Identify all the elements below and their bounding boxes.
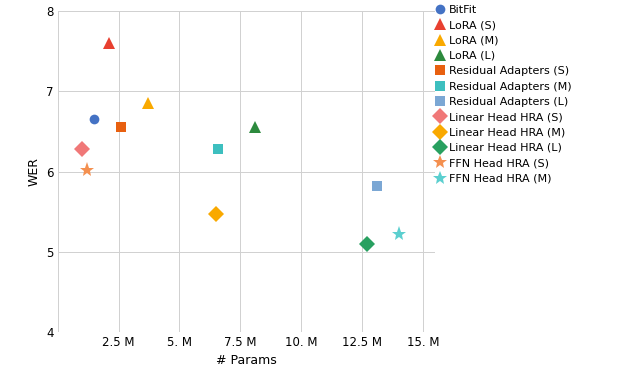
X-axis label: # Params: # Params (216, 354, 276, 368)
Legend: BitFit, LoRA (S), LoRA (M), LoRA (L), Residual Adapters (S), Residual Adapters (: BitFit, LoRA (S), LoRA (M), LoRA (L), Re… (435, 5, 571, 184)
Y-axis label: WER: WER (28, 157, 40, 186)
